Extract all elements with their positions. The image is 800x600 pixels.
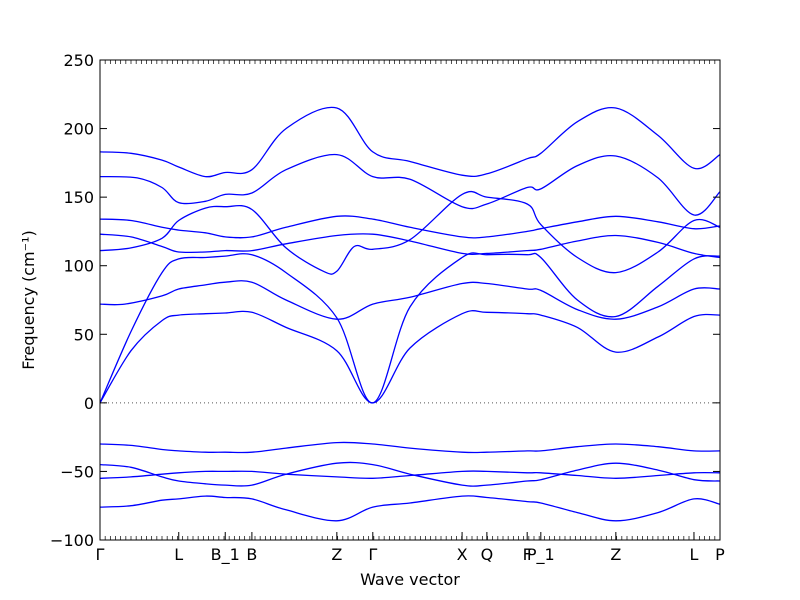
x-tick-label: Z: [331, 545, 342, 564]
plot-frame: [99, 59, 721, 541]
x-tick-label: F: [523, 545, 532, 564]
y-tick-label: 150: [63, 188, 94, 207]
band-line-5: [100, 190, 720, 275]
y-tick-label: 250: [63, 51, 94, 70]
y-tick-label: 50: [74, 325, 94, 344]
band-line-3: [100, 215, 720, 239]
band-line-2: [100, 153, 720, 216]
phonon-bands: [100, 106, 720, 522]
y-tick-label: 0: [84, 394, 94, 413]
x-tick-label: B_1: [211, 545, 240, 565]
x-axis: Γ L B_1 B Z Γ X Q FP_1 Z L P: [96, 532, 725, 565]
y-tick-label: 200: [63, 120, 94, 139]
x-tick-label: Z: [610, 545, 621, 564]
x-tick-label: X: [457, 545, 468, 564]
y-tick-label: 100: [63, 257, 94, 276]
x-tick-label: L: [174, 545, 183, 564]
band-line-7: [100, 252, 720, 404]
band-line-12: [100, 495, 720, 522]
band-line-11: [100, 470, 720, 479]
band-line-8: [100, 310, 720, 404]
x-tick-label: B: [246, 545, 257, 564]
plot-area: [100, 106, 720, 522]
band-line-9: [100, 441, 720, 454]
band-line-1: [100, 106, 720, 178]
x-tick-label: P: [715, 545, 725, 564]
x-tick-label: L: [689, 545, 698, 564]
x-axis-label: Wave vector: [360, 570, 460, 589]
x-tick-label: P_1: [527, 545, 555, 565]
band-line-6: [100, 280, 720, 320]
x-tick-label: Γ: [96, 545, 105, 564]
band-line-4: [100, 233, 720, 259]
y-axis-label: Frequency (cm⁻¹): [19, 230, 38, 369]
y-tick-label: −50: [60, 462, 94, 481]
band-line-10: [100, 461, 720, 487]
y-tick-label: −100: [50, 531, 94, 550]
x-tick-label: Q: [481, 545, 494, 564]
x-tick-label: Γ: [368, 545, 377, 564]
